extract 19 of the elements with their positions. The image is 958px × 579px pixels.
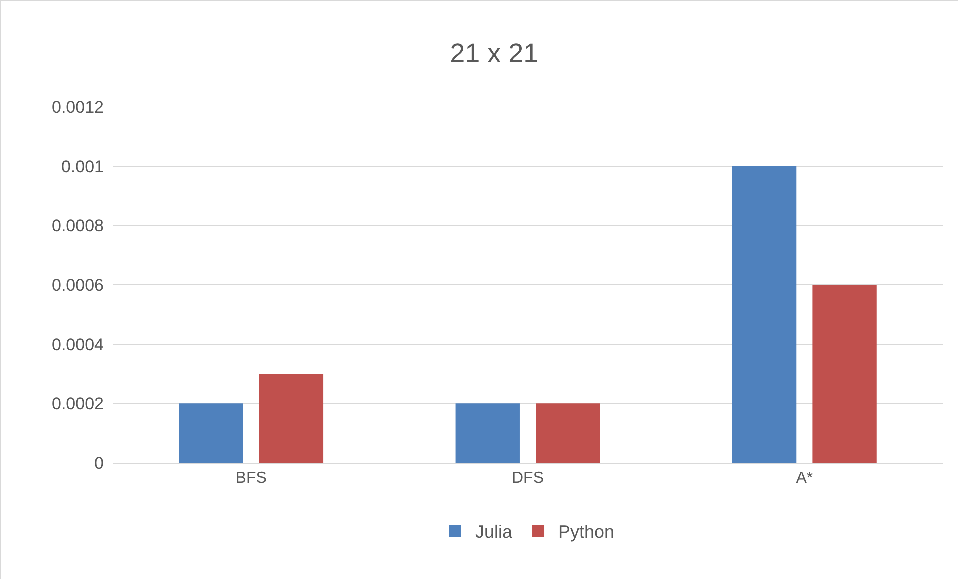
bar: [536, 404, 600, 463]
x-tick-label: A*: [796, 470, 814, 488]
y-tick-label: 0.0008: [52, 216, 104, 236]
bar: [732, 166, 797, 463]
y-tick-label: 0.0012: [52, 98, 104, 117]
bar: [456, 404, 520, 463]
legend-label: Python: [558, 522, 615, 542]
bar: [179, 404, 244, 463]
x-tick-label: BFS: [236, 470, 267, 488]
y-tick-label: 0.0006: [52, 276, 104, 295]
legend-label: Julia: [476, 522, 514, 542]
chart-title: 21 x 21: [450, 38, 539, 69]
y-tick-label: 0.001: [61, 157, 104, 176]
bar: [259, 374, 324, 463]
x-tick-label: DFS: [512, 470, 544, 488]
y-tick-label: 0: [94, 454, 104, 473]
y-tick-label: 0.0004: [52, 335, 104, 354]
y-tick-label: 0.0002: [52, 394, 104, 414]
bar: [812, 285, 877, 463]
